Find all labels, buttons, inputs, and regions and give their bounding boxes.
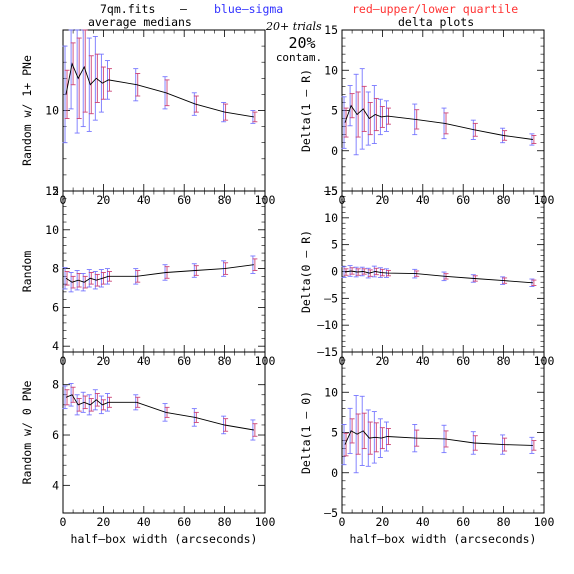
y-axis-label: Random <box>20 251 34 293</box>
y-tick-label: –5 <box>324 506 338 520</box>
y-tick-label: 5 <box>331 238 338 252</box>
panel-random-0: 0 20 40 60 80 100 4 6 8 Random w/ 0 PNe <box>20 351 276 529</box>
x-tick-label: 40 <box>137 515 151 529</box>
y-tick-label: 10 <box>324 63 338 77</box>
x-tick-label: 40 <box>416 515 430 529</box>
y-tick-label: 0 <box>331 265 338 279</box>
x-tick-label: 100 <box>255 515 276 529</box>
header: 7qm.fits – blue–sigma red–upper/lower qu… <box>88 2 518 64</box>
plot-frame <box>62 351 266 514</box>
trials-label: 20+ trials <box>265 20 322 33</box>
x-tick-label: 40 <box>137 193 151 207</box>
median-series-line <box>65 394 254 431</box>
blue-sigma-label: blue–sigma <box>214 2 283 16</box>
plot-frame <box>341 351 545 514</box>
x-tick-label: 100 <box>534 515 555 529</box>
y-tick-label: 0 <box>331 144 338 158</box>
plot-frame <box>341 29 545 192</box>
x-tick-label: 20 <box>375 193 389 207</box>
contam-label: contam. <box>276 51 322 64</box>
contam-percent: 20% <box>288 34 315 52</box>
x-tick-label: 0 <box>60 515 67 529</box>
median-series-line <box>344 270 533 284</box>
y-tick-label: 12 <box>45 184 59 198</box>
y-tick-label: 4 <box>52 339 59 353</box>
plot-frame <box>62 29 266 192</box>
header-dash: – <box>180 2 187 16</box>
left-column-title: average medians <box>88 15 192 29</box>
median-series-line <box>344 104 533 140</box>
y-tick-label: 4 <box>52 478 59 492</box>
y-tick-label: 10 <box>324 211 338 225</box>
x-tick-label: 60 <box>177 354 191 368</box>
y-tick-label: 5 <box>331 104 338 118</box>
red-quartile-label: red–upper/lower quartile <box>352 2 518 16</box>
y-axis-label: Delta(1 – R) <box>299 69 313 152</box>
x-tick-label: 80 <box>218 193 232 207</box>
median-series-line <box>344 430 533 446</box>
x-tick-label: 60 <box>177 193 191 207</box>
x-tick-label: 20 <box>96 354 110 368</box>
x-tick-label: 60 <box>177 515 191 529</box>
x-tick-label: 0 <box>339 515 346 529</box>
x-tick-label: 20 <box>96 515 110 529</box>
x-tick-label: 80 <box>497 193 511 207</box>
median-series-line <box>65 62 254 118</box>
y-tick-label: –10 <box>317 318 338 332</box>
y-axis-label: Random w/ 1+ PNe <box>20 55 34 166</box>
plot-frame <box>341 190 545 353</box>
x-tick-label: 20 <box>375 354 389 368</box>
x-tick-label: 40 <box>416 354 430 368</box>
right-column-title: delta plots <box>398 15 474 29</box>
y-tick-label: 10 <box>324 385 338 399</box>
y-tick-label: 15 <box>324 184 338 198</box>
y-tick-label: 8 <box>52 262 59 276</box>
y-tick-label: 0 <box>331 466 338 480</box>
x-tick-label: 60 <box>456 354 470 368</box>
x-tick-label: 20 <box>375 515 389 529</box>
x-axis-label-right: half–box width (arcseconds) <box>350 532 537 546</box>
y-tick-label: –5 <box>324 291 338 305</box>
y-tick-label: 6 <box>52 428 59 442</box>
y-tick-label: 6 <box>52 300 59 314</box>
x-tick-label: 60 <box>456 193 470 207</box>
x-tick-label: 80 <box>497 354 511 368</box>
x-tick-label: 40 <box>137 354 151 368</box>
y-tick-label: –15 <box>317 345 338 359</box>
y-axis-label: Random w/ 0 PNe <box>20 380 34 484</box>
x-tick-label: 20 <box>96 193 110 207</box>
median-series-line <box>65 264 254 283</box>
x-tick-label: 80 <box>218 515 232 529</box>
x-tick-label: 80 <box>497 515 511 529</box>
y-tick-label: 5 <box>52 184 59 198</box>
x-axis-label-left: half–box width (arcseconds) <box>71 532 258 546</box>
y-tick-label: 10 <box>45 223 59 237</box>
x-tick-label: 60 <box>456 515 470 529</box>
y-tick-label: –5 <box>324 184 338 198</box>
file-label: 7qm.fits <box>100 2 155 16</box>
y-tick-label: 8 <box>52 378 59 392</box>
x-tick-label: 40 <box>416 193 430 207</box>
y-axis-label: Delta(0 – R) <box>299 230 313 313</box>
y-tick-label: 5 <box>331 426 338 440</box>
x-tick-label: 80 <box>218 354 232 368</box>
y-axis-label: Delta(1 – 0) <box>299 391 313 474</box>
y-tick-label: 15 <box>324 23 338 37</box>
y-tick-label: 10 <box>45 104 59 118</box>
